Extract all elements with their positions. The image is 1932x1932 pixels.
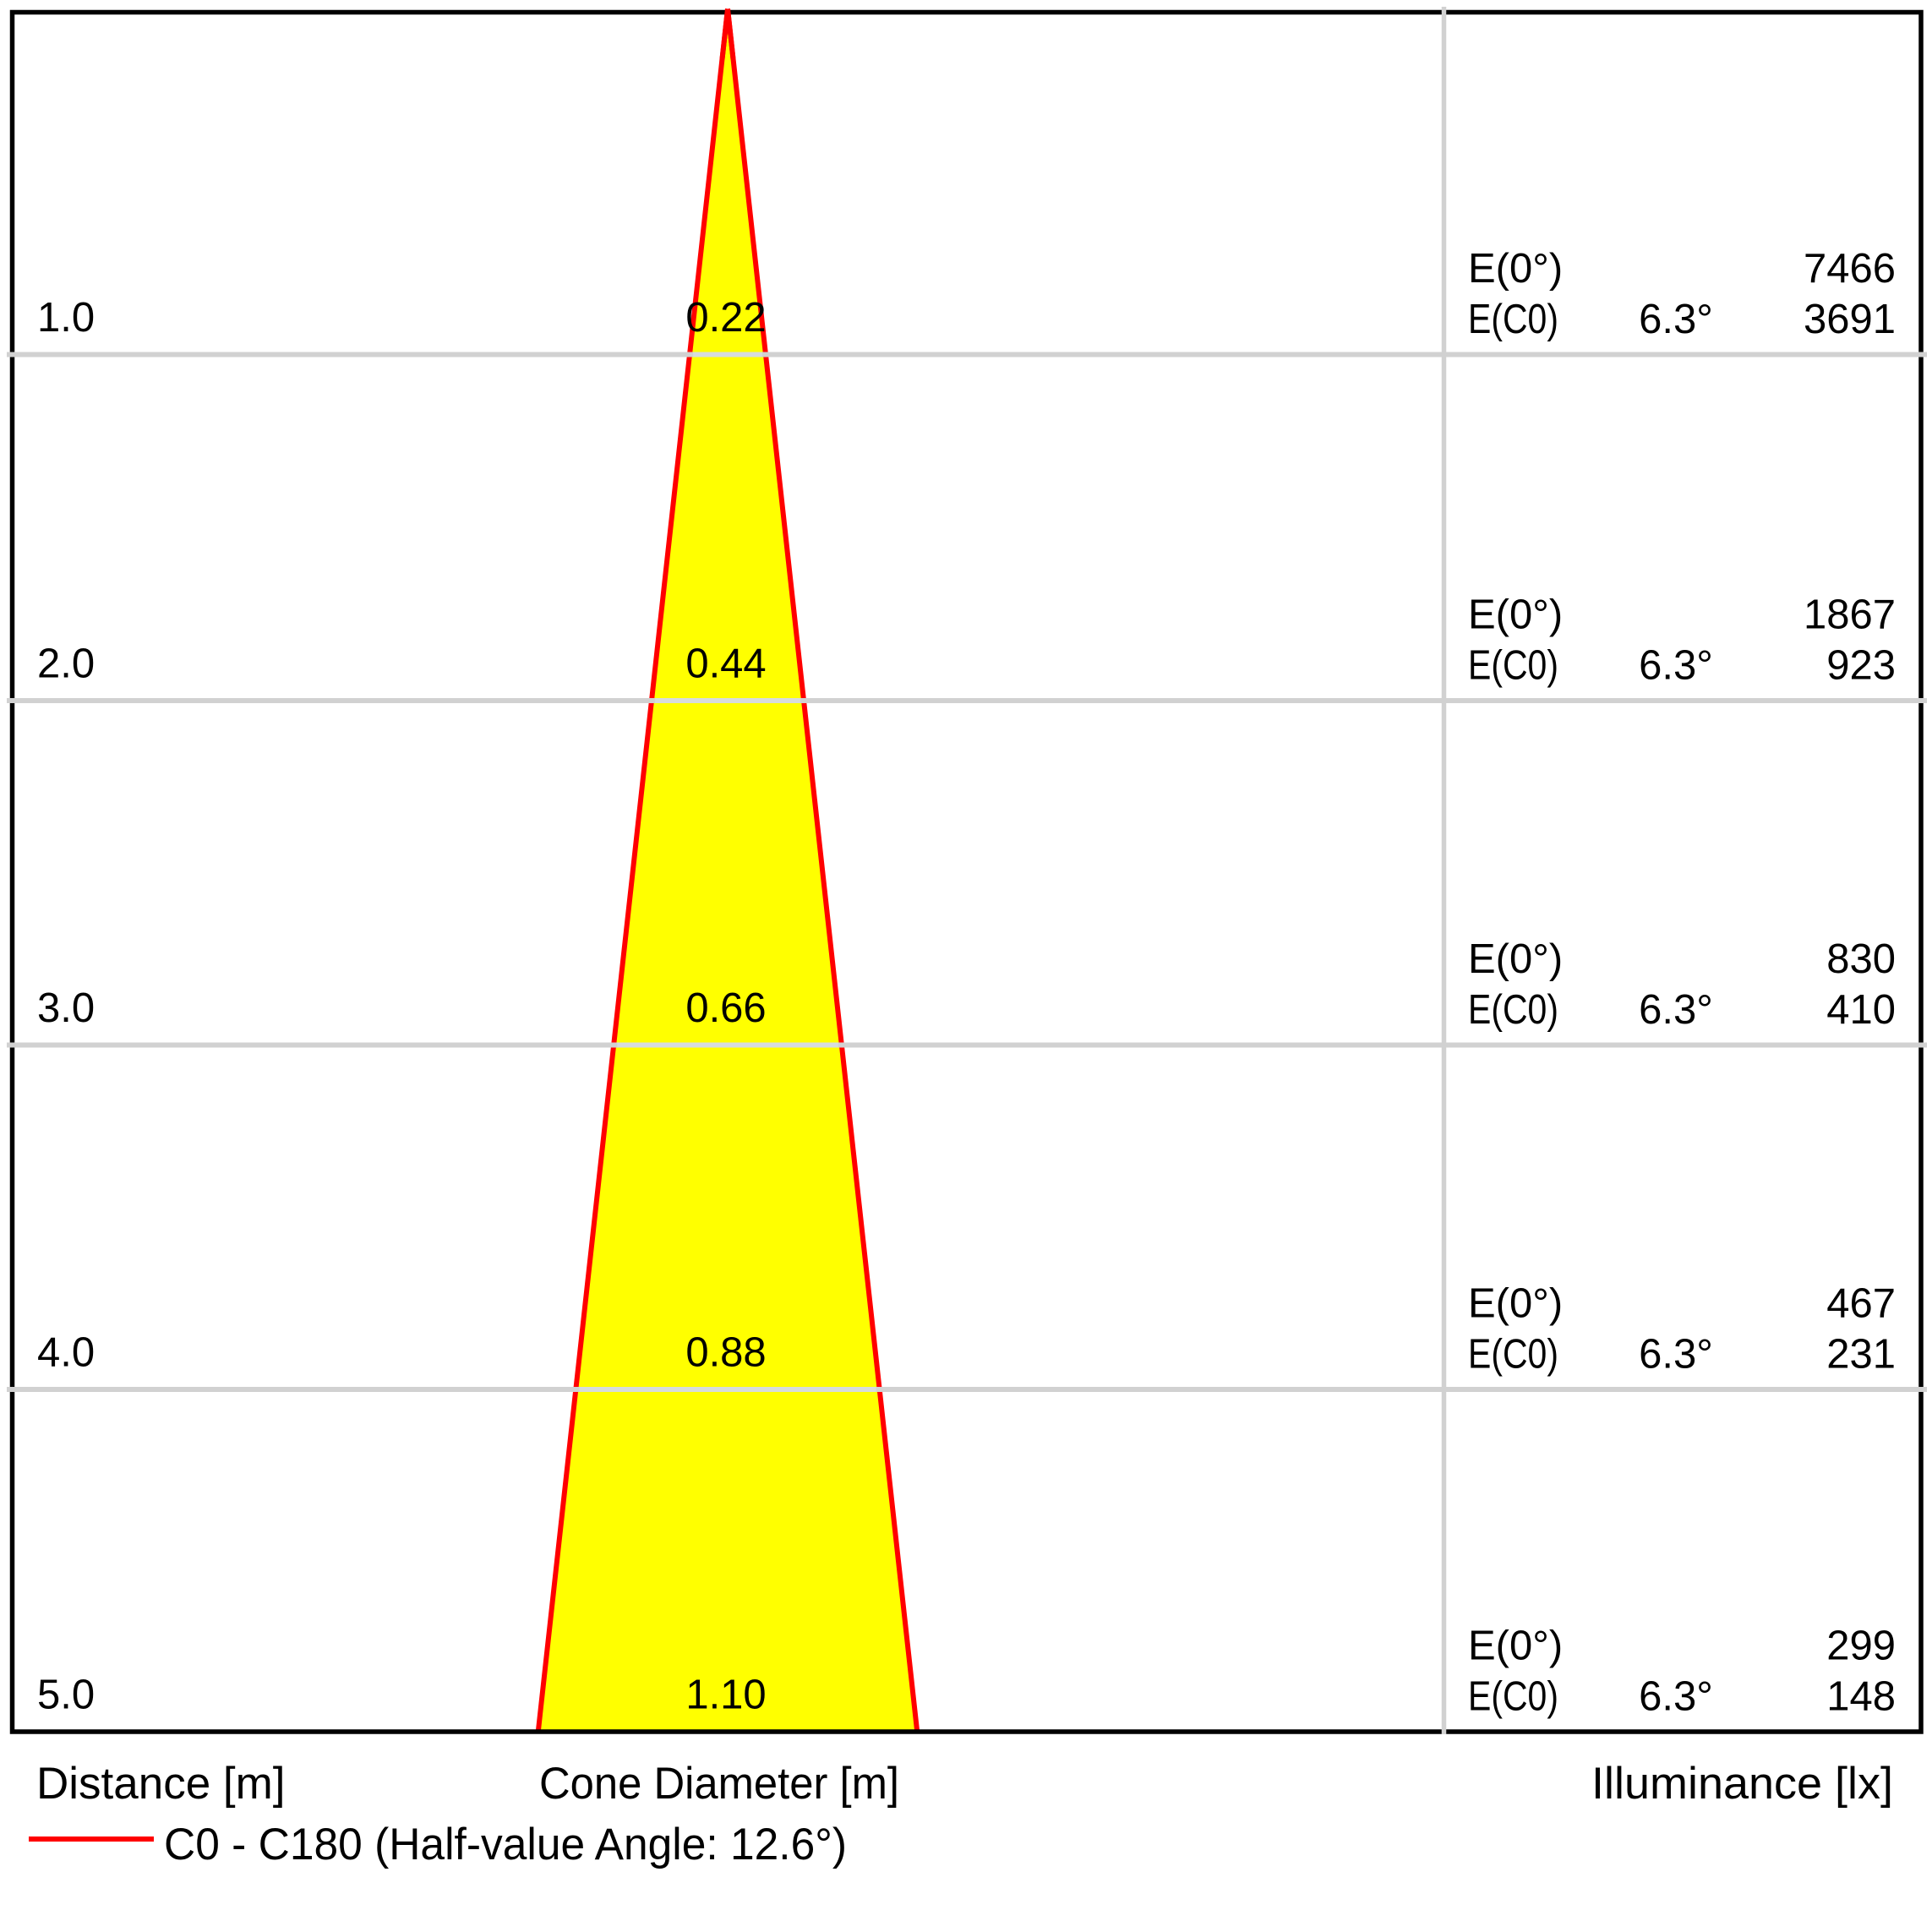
svg-text:Illuminance [lx]: Illuminance [lx] — [1591, 1759, 1893, 1809]
svg-text:E(0°): E(0°) — [1468, 1281, 1563, 1327]
svg-text:Cone Diameter [m]: Cone Diameter [m] — [539, 1759, 899, 1809]
svg-text:7466: 7466 — [1804, 246, 1896, 292]
svg-text:6.3°: 6.3° — [1639, 1674, 1713, 1720]
svg-text:3.0: 3.0 — [37, 985, 95, 1031]
svg-text:E(0°): E(0°) — [1468, 936, 1563, 982]
svg-text:923: 923 — [1826, 643, 1896, 689]
svg-text:6.3°: 6.3° — [1639, 1332, 1713, 1378]
svg-text:3691: 3691 — [1804, 297, 1896, 342]
svg-text:E(0°): E(0°) — [1468, 592, 1563, 638]
svg-text:E(0°): E(0°) — [1468, 1624, 1563, 1669]
svg-text:6.3°: 6.3° — [1639, 643, 1713, 689]
svg-text:E(C0): E(C0) — [1468, 643, 1558, 689]
svg-text:1867: 1867 — [1804, 592, 1896, 638]
svg-text:1.10: 1.10 — [685, 1673, 766, 1718]
svg-text:299: 299 — [1826, 1624, 1896, 1669]
svg-text:E(C0): E(C0) — [1468, 1674, 1558, 1720]
svg-text:0.88: 0.88 — [685, 1330, 766, 1376]
svg-text:148: 148 — [1826, 1674, 1896, 1720]
svg-text:E(C0): E(C0) — [1468, 1332, 1558, 1378]
svg-text:1.0: 1.0 — [37, 295, 95, 341]
svg-text:E(0°): E(0°) — [1468, 246, 1563, 292]
svg-text:467: 467 — [1826, 1281, 1896, 1327]
svg-text:0.66: 0.66 — [685, 985, 766, 1031]
svg-text:830: 830 — [1826, 936, 1896, 982]
svg-text:2.0: 2.0 — [37, 641, 95, 687]
svg-text:231: 231 — [1826, 1332, 1896, 1378]
svg-text:0.44: 0.44 — [685, 641, 766, 687]
svg-text:E(C0): E(C0) — [1468, 297, 1558, 342]
svg-text:E(C0): E(C0) — [1468, 987, 1558, 1033]
svg-text:5.0: 5.0 — [37, 1673, 95, 1718]
svg-text:C0 - C180 (Half-value Angle: 1: C0 - C180 (Half-value Angle: 12.6°) — [164, 1820, 847, 1869]
svg-text:4.0: 4.0 — [37, 1330, 95, 1376]
svg-text:0.22: 0.22 — [685, 295, 766, 341]
svg-text:6.3°: 6.3° — [1639, 987, 1713, 1033]
svg-text:410: 410 — [1826, 987, 1896, 1033]
svg-text:Distance [m]: Distance [m] — [36, 1759, 286, 1809]
svg-text:6.3°: 6.3° — [1639, 297, 1713, 342]
